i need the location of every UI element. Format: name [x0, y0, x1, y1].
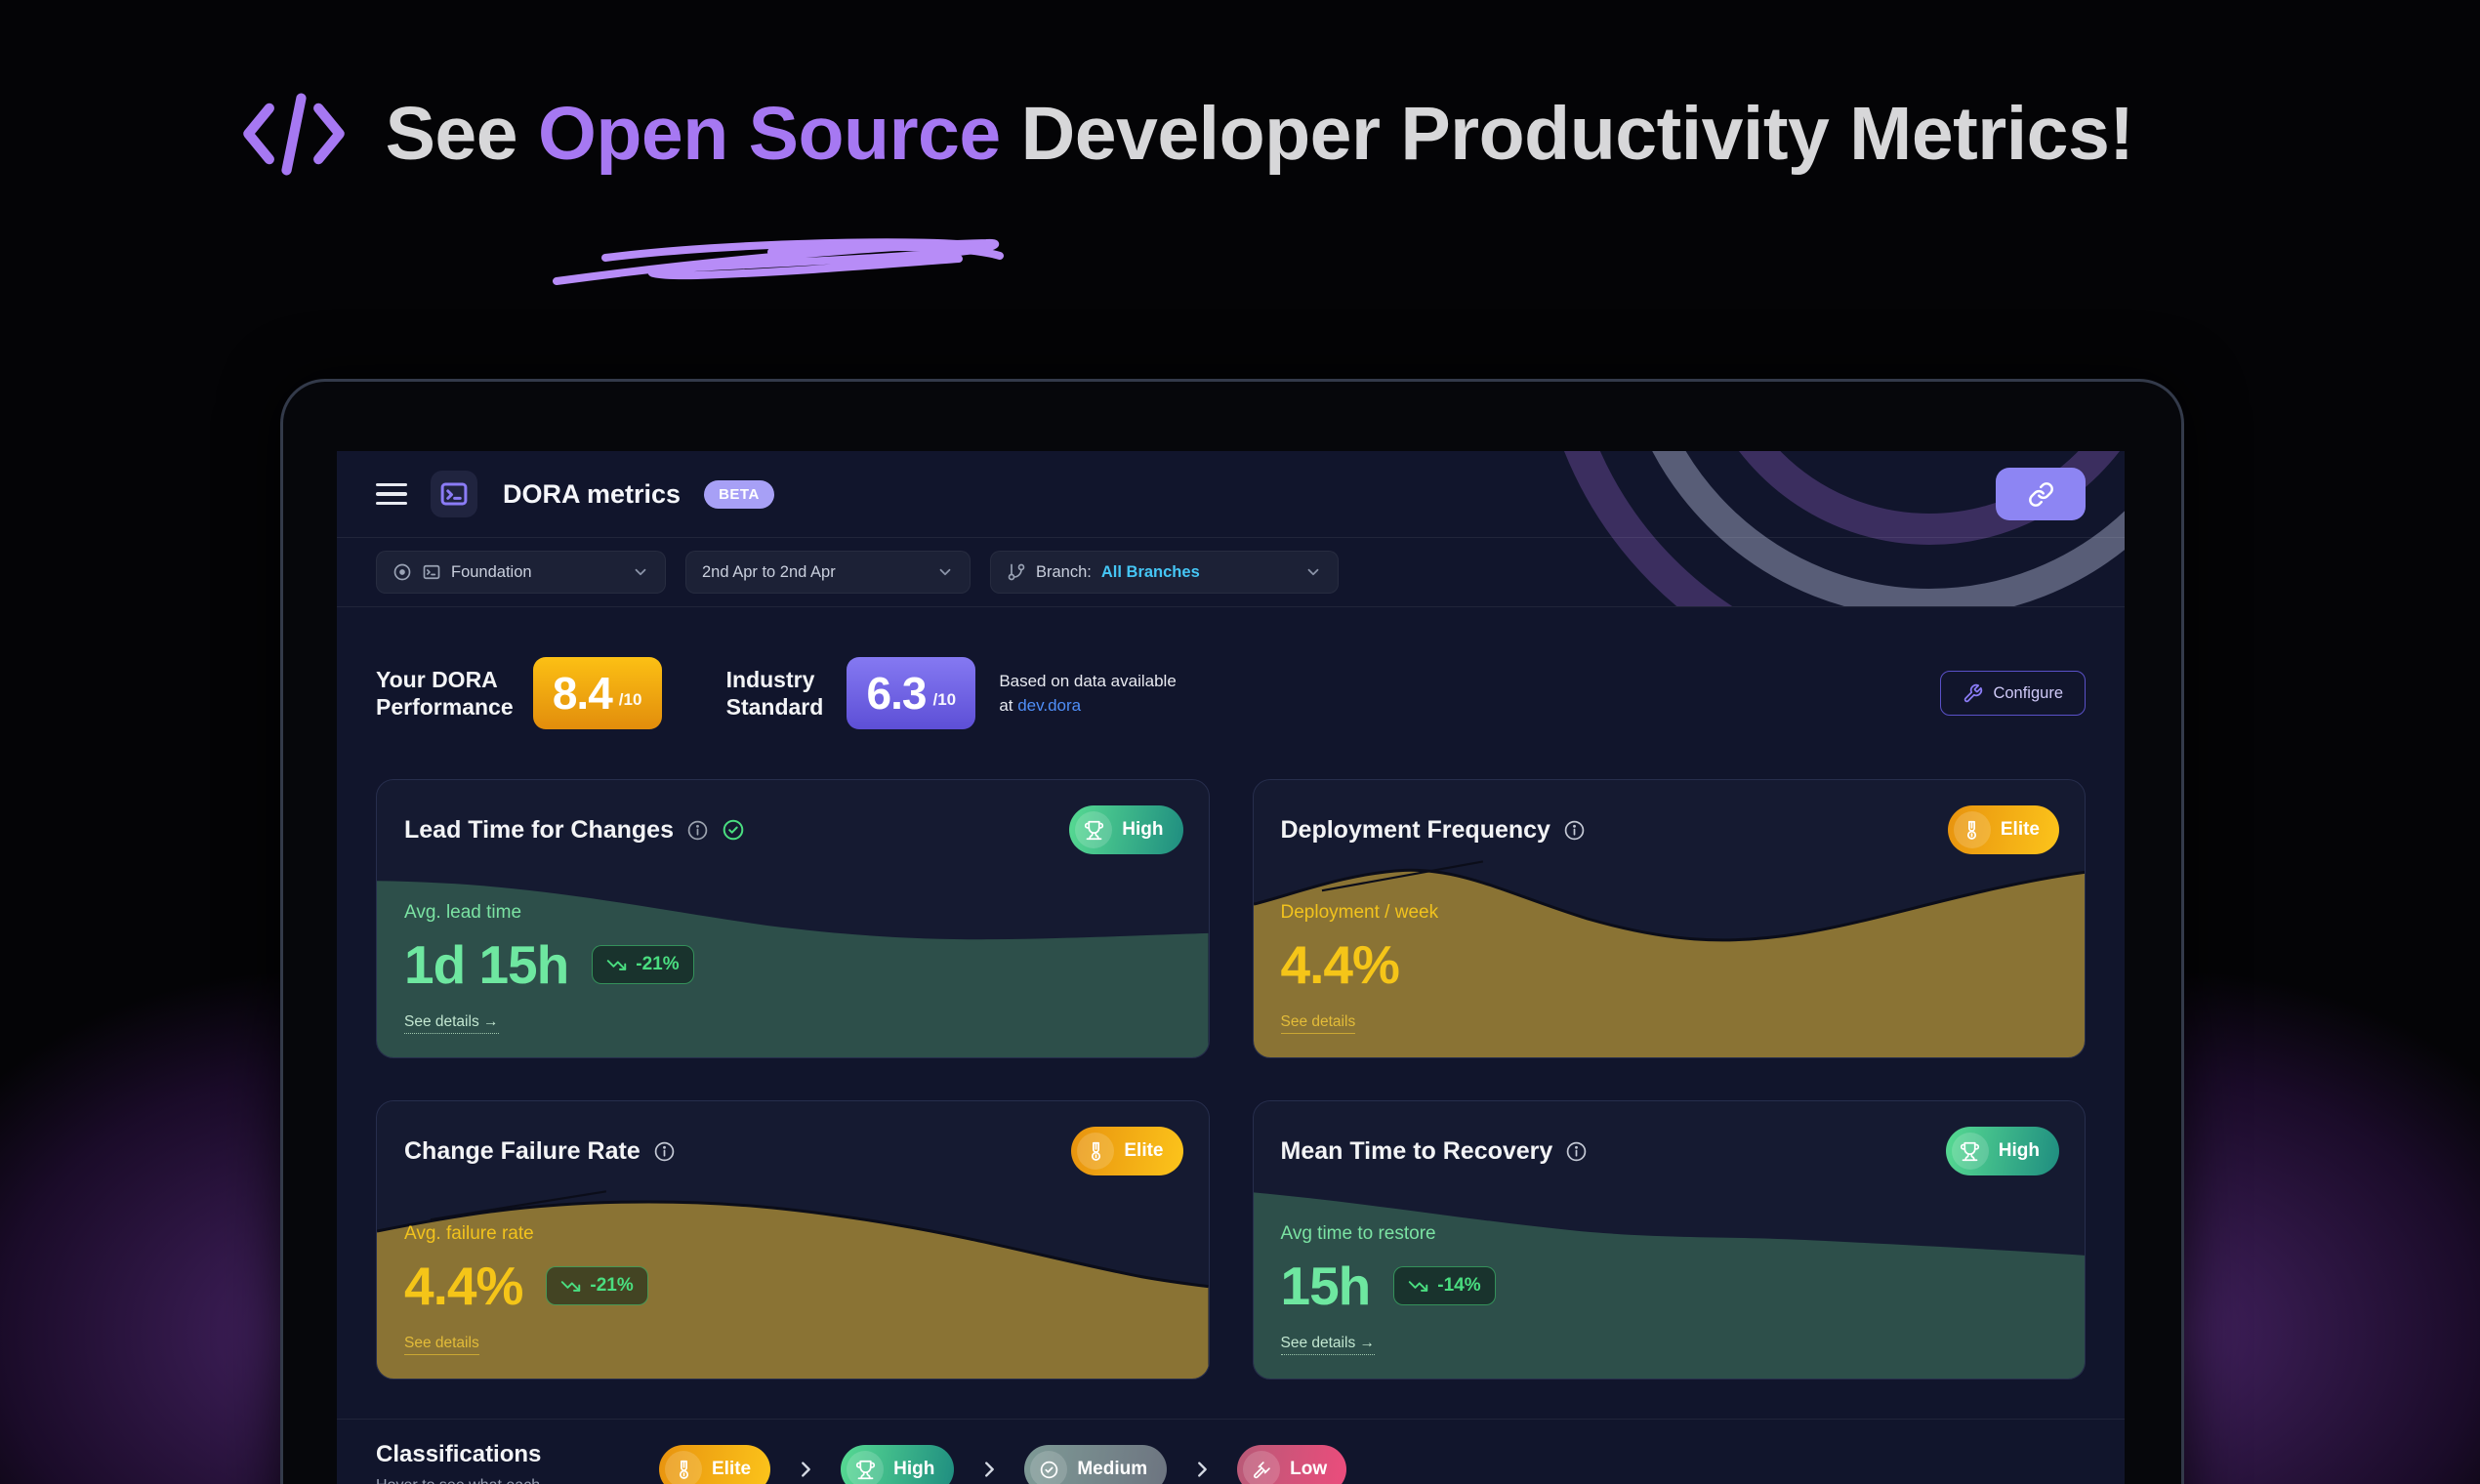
- trophy-icon: [1952, 1133, 1989, 1170]
- performance-summary: Your DORA Performance 8.4 /10 Industry S…: [337, 607, 2125, 779]
- filter-bar: Foundation 2nd Apr to 2nd Apr Branch:: [337, 538, 2125, 606]
- trend-down-icon: [606, 955, 627, 975]
- metric-value: 4.4%: [1281, 933, 1399, 996]
- metric-value: 15h: [1281, 1255, 1371, 1317]
- your-score-box: 8.4 /10: [533, 657, 662, 729]
- gavel-icon: [1243, 1451, 1280, 1484]
- medal-icon: [665, 1451, 702, 1484]
- classifications-section: Classifications Hover to see what each c…: [337, 1419, 2125, 1484]
- classification-badge-elite[interactable]: Elite: [1071, 1127, 1182, 1175]
- medal-icon: [1954, 811, 1991, 848]
- classifications-title: Classifications: [376, 1441, 659, 1468]
- see-details-link[interactable]: See details: [1281, 1013, 1356, 1034]
- see-details-link[interactable]: See details →: [404, 1013, 499, 1034]
- hero-highlight: Open Source: [538, 92, 1001, 176]
- dashboard-header-zone: DORA metrics BETA: [337, 451, 2125, 607]
- card-lead-time-for-changes: Lead Time for Changes High Avg. lead tim…: [376, 779, 1210, 1058]
- project-filter-dropdown[interactable]: Foundation: [376, 551, 666, 594]
- chevron-down-icon: [632, 563, 649, 581]
- metric-cards-grid: Lead Time for Changes High Avg. lead tim…: [337, 779, 2125, 1380]
- scribble-underline: [545, 230, 1012, 289]
- check-circle-icon: [722, 818, 745, 842]
- metric-label: Avg. failure rate: [404, 1223, 1181, 1245]
- info-icon[interactable]: [686, 819, 709, 842]
- chevron-right-icon: [978, 1459, 1000, 1480]
- terminal-icon: [422, 562, 441, 582]
- topbar: DORA metrics BETA: [337, 451, 2125, 538]
- card-deployment-frequency: Deployment Frequency Elite Deployment / …: [1253, 779, 2087, 1058]
- project-filter-value: Foundation: [451, 563, 532, 582]
- trophy-icon: [847, 1451, 884, 1484]
- classification-badge-high[interactable]: High: [1069, 805, 1182, 854]
- info-icon[interactable]: [1563, 819, 1586, 842]
- branch-filter-prefix: Branch:: [1036, 563, 1092, 582]
- trend-down-icon: [1408, 1276, 1428, 1297]
- legend-badge-high[interactable]: High: [841, 1445, 954, 1484]
- trend-down-icon: [560, 1276, 581, 1297]
- legend-badge-elite[interactable]: Elite: [659, 1445, 770, 1484]
- legend-badge-low[interactable]: Low: [1237, 1445, 1346, 1484]
- laptop-frame: DORA metrics BETA: [280, 379, 2184, 1484]
- beta-badge: BETA: [704, 480, 774, 509]
- legend-badge-medium[interactable]: Medium: [1024, 1445, 1167, 1484]
- card-change-failure-rate: Change Failure Rate Elite Avg. failure r…: [376, 1100, 1210, 1380]
- dev-dora-link[interactable]: dev.dora: [1017, 696, 1081, 715]
- metric-label: Avg time to restore: [1281, 1223, 2058, 1245]
- see-details-link[interactable]: See details: [404, 1335, 479, 1355]
- menu-icon[interactable]: [376, 483, 407, 506]
- classification-legend: Elite High Mediu: [659, 1445, 1346, 1484]
- delta-badge: -14%: [1393, 1266, 1495, 1305]
- info-icon[interactable]: [653, 1140, 676, 1163]
- metric-value: 1d 15h: [404, 933, 568, 996]
- see-details-link[interactable]: See details →: [1281, 1335, 1376, 1355]
- classification-badge-high[interactable]: High: [1946, 1127, 2059, 1175]
- wrench-icon: [1963, 683, 1983, 704]
- industry-standard-label: Industry Standard: [726, 666, 824, 721]
- chevron-down-icon: [1304, 563, 1322, 581]
- check-circle-icon: [1030, 1451, 1067, 1484]
- chevron-right-icon: [1191, 1459, 1213, 1480]
- card-title: Mean Time to Recovery: [1281, 1137, 1553, 1166]
- classification-badge-elite[interactable]: Elite: [1948, 805, 2059, 854]
- share-link-button[interactable]: [1996, 468, 2086, 520]
- card-mean-time-to-recovery: Mean Time to Recovery High Avg time to r…: [1253, 1100, 2087, 1380]
- chevron-right-icon: [795, 1459, 816, 1480]
- link-icon: [2028, 481, 2054, 508]
- hero-text: See Open Source Developer Productivity M…: [386, 91, 2134, 178]
- date-range-dropdown[interactable]: 2nd Apr to 2nd Apr: [685, 551, 971, 594]
- card-title: Change Failure Rate: [404, 1137, 641, 1166]
- page-title: DORA metrics: [503, 479, 681, 510]
- branch-filter-value: All Branches: [1101, 563, 1200, 582]
- hero-headline: See Open Source Developer Productivity M…: [0, 90, 2426, 178]
- target-icon: [393, 562, 412, 582]
- trophy-icon: [1075, 811, 1112, 848]
- data-source-note: Based on data available at dev.dora: [999, 669, 1176, 719]
- dora-dashboard: DORA metrics BETA: [337, 451, 2125, 1484]
- medal-icon: [1077, 1133, 1114, 1170]
- code-icon: [239, 90, 349, 178]
- git-branch-icon: [1007, 562, 1026, 582]
- your-score-value: 8.4: [553, 667, 612, 720]
- industry-score-box: 6.3 /10: [847, 657, 975, 729]
- classifications-subtitle: Hover to see what each classification me…: [376, 1475, 659, 1484]
- metric-label: Avg. lead time: [404, 902, 1181, 924]
- terminal-icon: [431, 471, 477, 517]
- your-dora-label: Your DORA Performance: [376, 666, 514, 721]
- date-range-value: 2nd Apr to 2nd Apr: [702, 563, 836, 582]
- info-icon[interactable]: [1565, 1140, 1588, 1163]
- metric-label: Deployment / week: [1281, 902, 2058, 924]
- card-title: Deployment Frequency: [1281, 816, 1550, 845]
- delta-badge: -21%: [546, 1266, 647, 1305]
- delta-badge: -21%: [592, 945, 693, 984]
- chevron-down-icon: [936, 563, 954, 581]
- industry-score-value: 6.3: [867, 667, 927, 720]
- configure-button[interactable]: Configure: [1940, 671, 2086, 716]
- metric-value: 4.4%: [404, 1255, 522, 1317]
- card-title: Lead Time for Changes: [404, 816, 674, 845]
- branch-filter-dropdown[interactable]: Branch: All Branches: [990, 551, 1339, 594]
